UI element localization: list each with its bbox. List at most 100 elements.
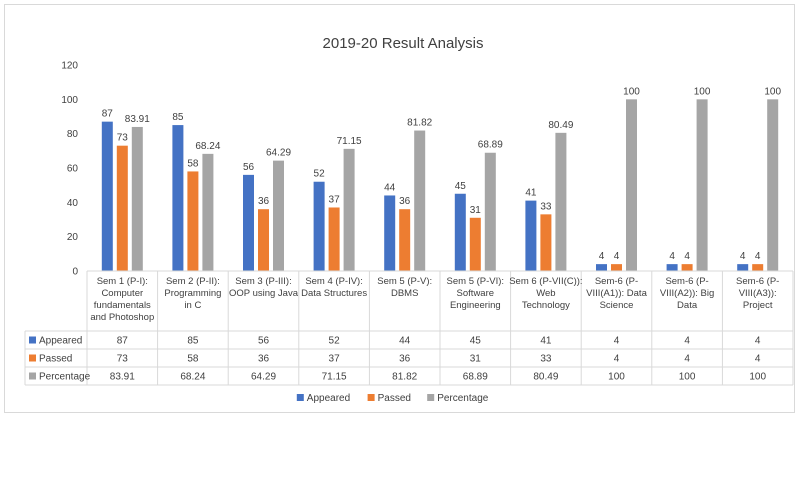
bar-appeared-7 (525, 200, 537, 271)
table-cell-passed: 4 (755, 354, 761, 365)
table-key-passed (29, 354, 36, 362)
bar-percentage-4 (343, 148, 355, 271)
category-label: Sem 1 (P-I): Computer fundamentals and Phot… (90, 276, 154, 323)
bar-appeared-2 (172, 125, 184, 271)
data-label-appeared-9: 4 (669, 251, 675, 262)
bar-passed-10 (752, 264, 764, 271)
y-tick-label: 100 (61, 95, 78, 106)
legend-label-percentage: Percentage (437, 393, 489, 404)
table-cell-percentage: 81.82 (392, 372, 417, 383)
data-label-appeared-1: 87 (102, 109, 114, 120)
category-label: Sem-6 (P-VIII(A3)): Project (736, 276, 779, 311)
data-label-percentage-10: 100 (764, 86, 781, 97)
bar-percentage-5 (414, 130, 426, 271)
table-cell-passed: 36 (399, 354, 411, 365)
table-row-header-passed: Passed (39, 354, 72, 365)
legend-label-appeared: Appeared (307, 393, 350, 404)
bar-passed-2 (187, 171, 199, 271)
table-cell-passed: 31 (470, 354, 482, 365)
table-row-header-percentage: Percentage (39, 372, 91, 383)
data-label-appeared-3: 56 (243, 162, 255, 173)
data-label-passed-8: 4 (614, 251, 620, 262)
bar-percentage-1 (131, 126, 143, 271)
table-cell-appeared: 87 (117, 336, 129, 347)
legend-key-appeared (296, 394, 304, 401)
table-cell-appeared: 56 (258, 336, 270, 347)
data-label-appeared-4: 52 (314, 169, 326, 180)
table-key-appeared (29, 336, 36, 344)
bar-appeared-9 (666, 264, 678, 271)
bar-percentage-10 (767, 99, 779, 271)
y-tick-label: 40 (67, 198, 79, 209)
category-label: Sem-6 (P-VIII(A1)): Data Science (586, 276, 647, 311)
bar-appeared-1 (101, 121, 113, 272)
table-cell-percentage: 80.49 (533, 372, 558, 383)
bar-appeared-8 (596, 264, 607, 271)
bar-percentage-3 (273, 160, 284, 271)
table-cell-passed: 58 (187, 354, 199, 365)
data-label-passed-4: 37 (329, 194, 341, 205)
table-cell-percentage: 68.24 (180, 372, 205, 383)
legend: Appeared Passed Percentage (296, 393, 489, 404)
y-tick-label: 60 (67, 164, 79, 175)
data-label-passed-7: 33 (540, 201, 552, 212)
bar-passed-7 (540, 214, 552, 271)
bar-appeared-5 (384, 195, 396, 271)
data-label-passed-6: 31 (470, 205, 482, 216)
bar-passed-1 (116, 145, 128, 271)
data-label-percentage-2: 68.24 (195, 141, 220, 152)
bar-appeared-3 (243, 174, 254, 271)
bar-appeared-4 (313, 181, 325, 271)
data-label-percentage-3: 64.29 (266, 148, 291, 159)
data-label-percentage-9: 100 (694, 86, 711, 97)
category-label: Sem-6 (P-VIII(A2)): Big Data (660, 276, 714, 311)
table-cell-passed: 4 (684, 354, 690, 365)
table-cell-percentage: 71.15 (322, 372, 347, 383)
y-axis: 0 20 40 60 80 100 120 (61, 61, 78, 278)
table-cell-appeared: 41 (540, 336, 552, 347)
y-tick-label: 20 (67, 232, 79, 243)
table-cell-percentage: 64.29 (251, 372, 276, 383)
table-cell-appeared: 45 (470, 336, 482, 347)
category-label: Sem 5 (P-VI): Software Engineering (447, 276, 505, 311)
legend-label-passed: Passed (378, 393, 411, 404)
table-cell-passed: 33 (540, 354, 552, 365)
table-key-percentage (29, 372, 36, 380)
bar-appeared-10 (737, 264, 749, 271)
data-label-passed-2: 58 (187, 158, 199, 169)
table-cell-appeared: 44 (399, 336, 411, 347)
table-cell-percentage: 68.89 (463, 372, 488, 383)
bar-passed-3 (258, 209, 269, 271)
table-cell-passed: 4 (614, 354, 620, 365)
table-cell-passed: 36 (258, 354, 270, 365)
data-label-percentage-7: 80.49 (548, 120, 573, 131)
table-cell-passed: 73 (117, 354, 129, 365)
table-cell-percentage: 100 (679, 372, 696, 383)
data-label-percentage-5: 81.82 (407, 118, 432, 129)
legend-key-percentage (427, 394, 435, 401)
data-label-appeared-7: 41 (525, 188, 537, 199)
bar-appeared-6 (454, 193, 466, 271)
data-label-passed-1: 73 (117, 133, 129, 144)
bar-passed-6 (469, 217, 481, 271)
y-tick-label: 80 (67, 129, 79, 140)
category-label: Sem 6 (P-VII(C)): Web Technology (509, 276, 582, 311)
bar-passed-8 (611, 264, 622, 271)
bar-passed-9 (681, 264, 693, 271)
data-label-appeared-6: 45 (455, 181, 467, 192)
table-cell-percentage: 83.91 (110, 372, 135, 383)
legend-key-passed (367, 394, 375, 401)
data-label-percentage-6: 68.89 (478, 140, 503, 151)
table-cell-appeared: 4 (614, 336, 620, 347)
data-label-appeared-8: 4 (599, 251, 605, 262)
chart-frame: 2019-20 Result Analysis 0 20 40 60 80 100 120 … (4, 4, 795, 413)
bar-percentage-2 (202, 153, 214, 271)
bar-percentage-9 (696, 99, 708, 271)
table-cell-appeared: 4 (684, 336, 690, 347)
data-label-passed-5: 36 (399, 196, 411, 207)
y-tick-label: 0 (72, 267, 78, 278)
table-cell-percentage: 100 (608, 372, 625, 383)
bar-passed-5 (399, 209, 411, 271)
category-label: Sem 4 (P-IV): Data Structures (301, 276, 367, 299)
